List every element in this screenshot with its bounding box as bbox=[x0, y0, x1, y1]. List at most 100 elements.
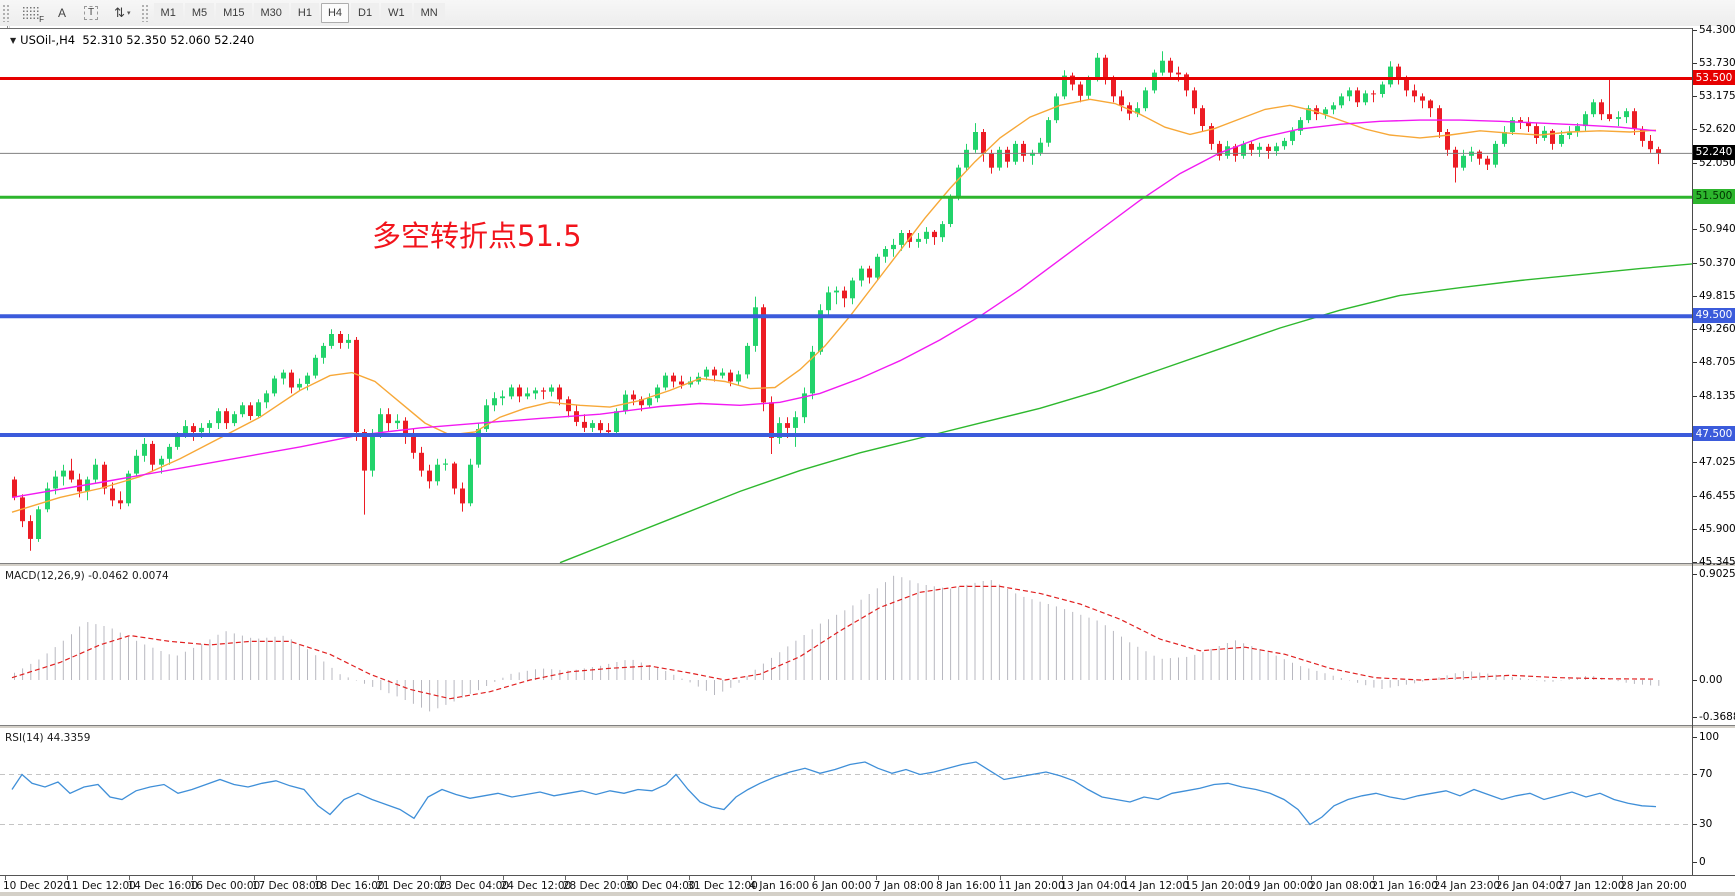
symbol-name: USOil-,H4 bbox=[20, 33, 76, 47]
time-axis[interactable]: 10 Dec 2020 11 Dec 12:00 14 Dec 16:00 16 De… bbox=[0, 875, 1735, 895]
timeframe-button-M5[interactable]: M5 bbox=[184, 3, 215, 23]
time-tick bbox=[689, 876, 691, 880]
time-axis-label: 20 Jan 08:00 bbox=[1309, 880, 1376, 892]
symbol-dropdown-icon[interactable]: ▼ bbox=[10, 36, 17, 45]
candlestick-chart[interactable] bbox=[0, 29, 1692, 564]
time-axis-label: 30 Dec 04:00 bbox=[625, 880, 696, 892]
price-line-badge: 49.500 bbox=[1693, 307, 1735, 323]
text-label-tool-button[interactable]: A bbox=[49, 2, 75, 24]
time-tick bbox=[813, 876, 815, 880]
time-tick bbox=[938, 876, 939, 880]
price-axis-border bbox=[1692, 28, 1693, 875]
timeframe-button-H1[interactable]: H1 bbox=[290, 3, 319, 23]
timeframe-button-W1[interactable]: W1 bbox=[381, 3, 412, 23]
time-axis-label: 11 Jan 20:00 bbox=[998, 880, 1065, 892]
price-line-badge: 47.500 bbox=[1693, 426, 1735, 442]
time-tick bbox=[191, 876, 193, 880]
price-tick-label: 46.455 bbox=[1693, 489, 1735, 502]
timeframe-button-MN[interactable]: MN bbox=[413, 3, 445, 23]
time-tick bbox=[1062, 876, 1064, 880]
macd-label: MACD(12,26,9) -0.0462 0.0074 bbox=[5, 570, 169, 582]
current-price-badge: 52.240 bbox=[1693, 144, 1735, 160]
time-tick bbox=[316, 876, 317, 880]
time-tick bbox=[129, 876, 131, 880]
time-axis-label: 23 Dec 04:00 bbox=[438, 880, 510, 892]
rsi-chart[interactable] bbox=[0, 729, 1692, 875]
time-axis-label: 27 Jan 12:00 bbox=[1558, 880, 1625, 892]
time-tick bbox=[1373, 876, 1375, 880]
time-axis-label: 8 Jan 16:00 bbox=[936, 880, 996, 892]
time-tick bbox=[627, 876, 628, 880]
price-tick-label: 49.815 bbox=[1693, 289, 1735, 302]
time-tick bbox=[378, 876, 380, 880]
time-axis-label: 11 Dec 12:00 bbox=[65, 880, 136, 892]
time-axis-label: 24 Jan 23:00 bbox=[1433, 880, 1501, 892]
time-axis-label: 13 Jan 04:00 bbox=[1060, 880, 1127, 892]
price-tick-label: 50.370 bbox=[1693, 256, 1735, 269]
timeframe-toolbar: M1 M5 M15 M30 H1 H4 D1 W1 MN bbox=[153, 3, 446, 23]
time-axis-label: 14 Dec 16:00 bbox=[127, 880, 199, 892]
window-bottom-edge bbox=[0, 892, 1735, 896]
time-axis-label: 28 Dec 20:00 bbox=[562, 880, 634, 892]
price-tick-label: 47.025 bbox=[1693, 455, 1735, 468]
symbol-quote: 52.310 52.350 52.060 52.240 bbox=[82, 33, 255, 47]
timeframe-button-M30[interactable]: M30 bbox=[253, 3, 289, 23]
time-axis-label: 18 Dec 16:00 bbox=[314, 880, 385, 892]
time-axis-label: 21 Dec 20:00 bbox=[376, 880, 447, 892]
arrows-tool-button[interactable]: ⇅ ▾ bbox=[107, 2, 137, 24]
pane-splitter-rsi[interactable] bbox=[0, 725, 1735, 729]
symbol-title[interactable]: ▼ USOil-,H4 52.310 52.350 52.060 52.240 bbox=[10, 33, 254, 47]
time-tick bbox=[1311, 876, 1313, 880]
time-tick bbox=[502, 876, 504, 880]
pane-splitter-macd[interactable] bbox=[0, 563, 1735, 567]
time-axis-label: 19 Jan 00:00 bbox=[1247, 880, 1314, 892]
chart-window: ▼ USOil-,H4 52.310 52.350 52.060 52.240 多… bbox=[0, 23, 1735, 896]
rsi-tick-label: 0 bbox=[1693, 856, 1735, 869]
timeframe-button-D1[interactable]: D1 bbox=[351, 3, 380, 23]
fibonacci-tool-button[interactable]: F bbox=[15, 2, 47, 24]
time-tick bbox=[1000, 876, 1002, 880]
macd-tick-label: 0.9025 bbox=[1693, 567, 1735, 580]
time-tick bbox=[875, 876, 877, 880]
main-price-pane: ▼ USOil-,H4 52.310 52.350 52.060 52.240 多… bbox=[0, 28, 1692, 564]
macd-tick-label: 0.00 bbox=[1693, 674, 1735, 687]
time-axis-label: 28 Jan 20:00 bbox=[1620, 880, 1687, 892]
chevron-down-icon: ▾ bbox=[127, 10, 131, 17]
price-tick-label: 52.620 bbox=[1693, 123, 1735, 136]
price-tick-label: 48.135 bbox=[1693, 389, 1735, 402]
time-axis-label: 6 Jan 00:00 bbox=[811, 880, 872, 892]
time-tick bbox=[751, 876, 753, 880]
time-axis-label: 4 Jan 16:00 bbox=[749, 880, 810, 892]
rsi-tick-label: 30 bbox=[1693, 818, 1735, 831]
timeframe-button-M15[interactable]: M15 bbox=[216, 3, 252, 23]
price-line-badge: 53.500 bbox=[1693, 70, 1735, 86]
time-tick bbox=[1497, 876, 1499, 880]
time-tick bbox=[1622, 876, 1624, 880]
rsi-label: RSI(14) 44.3359 bbox=[5, 732, 91, 744]
toolbar-grip-2[interactable] bbox=[140, 4, 149, 22]
toolbar-grip[interactable] bbox=[2, 4, 10, 22]
text-tool-button[interactable]: T bbox=[77, 2, 105, 24]
timeframe-button-M1[interactable]: M1 bbox=[153, 3, 183, 23]
time-tick bbox=[564, 876, 566, 880]
time-tick bbox=[1249, 876, 1250, 880]
time-axis-label: 21 Jan 16:00 bbox=[1371, 880, 1438, 892]
text-label-icon: A bbox=[57, 6, 66, 20]
time-tick bbox=[1435, 876, 1437, 880]
price-tick-label: 45.345 bbox=[1693, 555, 1735, 568]
time-axis-label: 15 Jan 20:00 bbox=[1184, 880, 1252, 892]
time-tick bbox=[1186, 876, 1188, 880]
price-tick-label: 54.300 bbox=[1693, 23, 1735, 36]
macd-chart[interactable] bbox=[0, 567, 1692, 725]
time-axis-label: 10 Dec 2020 bbox=[3, 880, 71, 892]
time-tick bbox=[5, 876, 6, 880]
time-tick bbox=[1560, 876, 1561, 880]
rsi-pane: RSI(14) 44.3359 bbox=[0, 729, 1692, 875]
timeframe-button-H4[interactable]: H4 bbox=[320, 3, 350, 23]
chart-annotation-text[interactable]: 多空转折点51.5 bbox=[372, 219, 582, 253]
price-tick-label: 50.940 bbox=[1693, 223, 1735, 236]
time-axis-label: 24 Dec 12:00 bbox=[500, 880, 572, 892]
price-tick-label: 48.705 bbox=[1693, 355, 1735, 368]
text-tool-icon: T bbox=[84, 6, 99, 20]
time-axis-label: 16 Dec 00:00 bbox=[189, 880, 261, 892]
